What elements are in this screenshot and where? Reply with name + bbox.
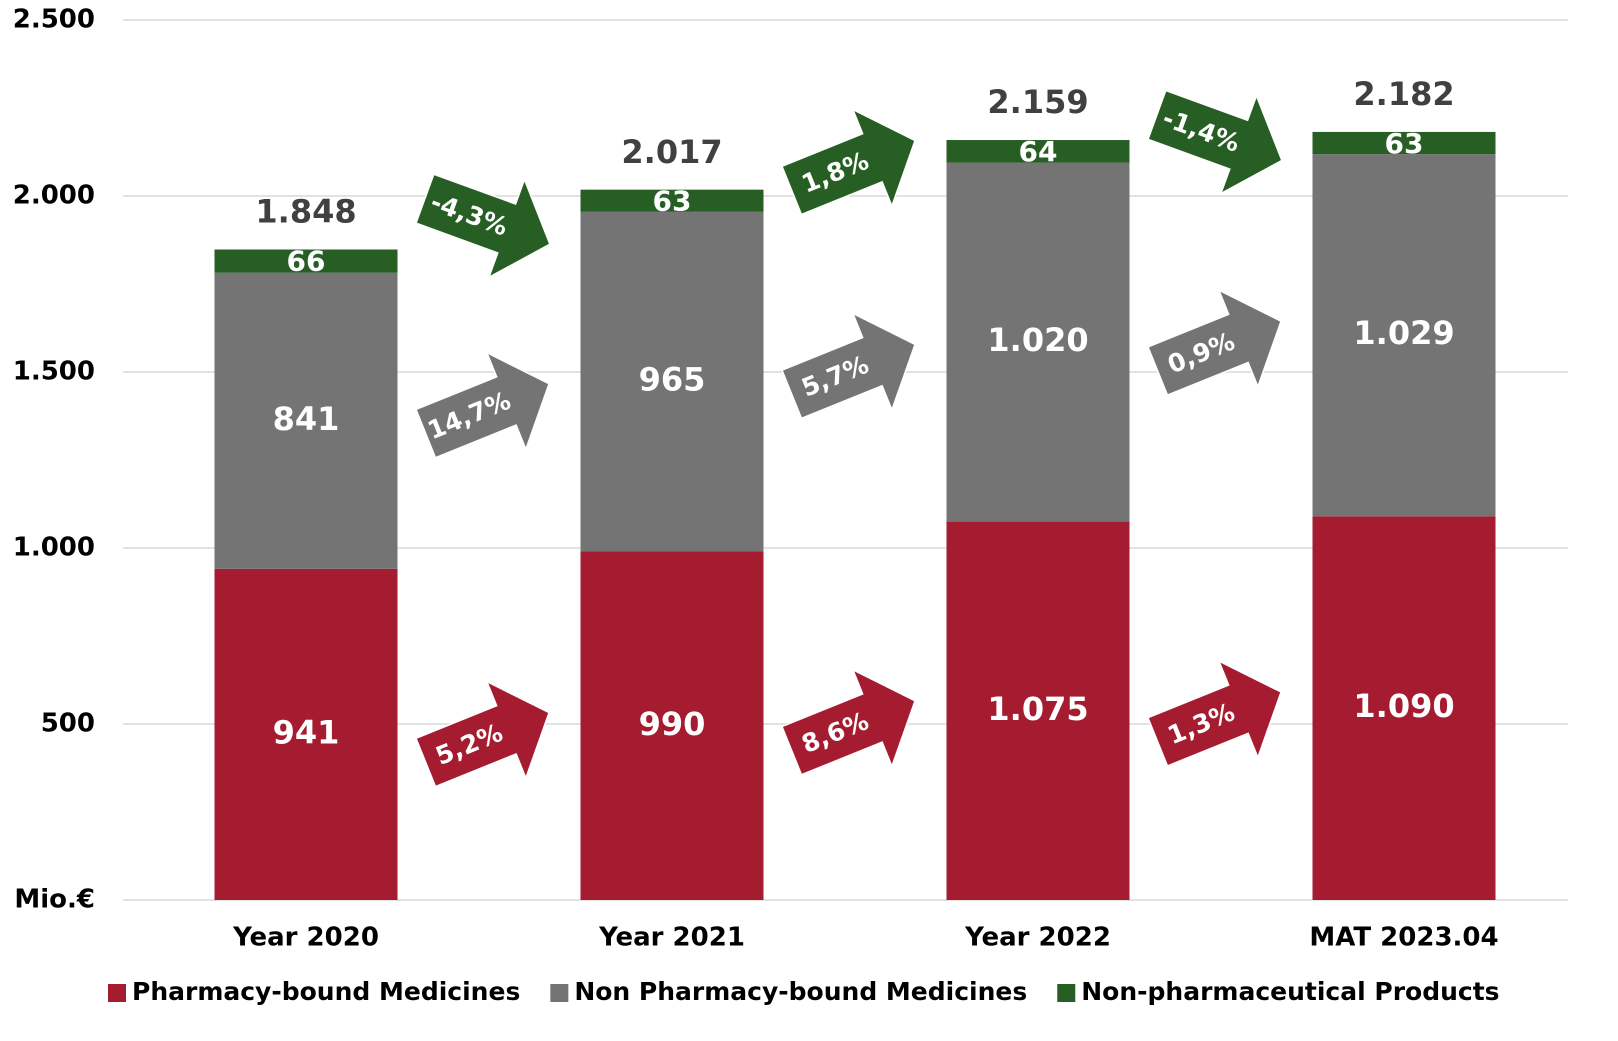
data-label: 63 (653, 185, 692, 218)
arrow-shape (781, 668, 916, 776)
bar-segment (580, 189, 764, 212)
data-label: 66 (287, 245, 326, 278)
bar-segment (580, 551, 764, 900)
arrow-shape (1147, 288, 1282, 397)
arrow-shape (781, 311, 916, 420)
x-tick-label: Year 2021 (598, 923, 745, 953)
data-label: 990 (639, 705, 706, 743)
data-label: 1.075 (987, 690, 1088, 728)
bar-segment (946, 162, 1130, 522)
bar-segment (580, 211, 764, 552)
total-label: 2.182 (1353, 75, 1454, 113)
bar-segment (1312, 131, 1496, 155)
growth-arrow: 1,8% (781, 108, 916, 216)
arrow-shape (1147, 89, 1283, 196)
total-label: 2.159 (987, 83, 1088, 121)
bar-segment (214, 568, 398, 900)
arrow-shape (415, 680, 550, 788)
y-tick-label: Mio.€ (14, 885, 95, 915)
growth-arrow: 5,7% (781, 311, 916, 420)
data-label: 841 (273, 400, 340, 438)
arrow-shape (415, 173, 551, 279)
legend-swatch (550, 984, 569, 1002)
growth-arrow: 5,2% (415, 680, 550, 788)
legend-label: Non-pharmaceutical Products (1081, 977, 1499, 1006)
legend-label: Non Pharmacy-bound Medicines (574, 977, 1027, 1006)
legend-swatch (108, 984, 126, 1002)
bar-segment (1312, 516, 1496, 900)
y-tick-label: 1.000 (13, 533, 95, 563)
legend-label: Pharmacy-bound Medicines (132, 977, 520, 1006)
bar-segment (1312, 154, 1496, 517)
total-label: 2.017 (621, 133, 722, 171)
x-tick-label: Year 2020 (232, 923, 379, 953)
growth-arrow: 14,7% (415, 351, 550, 459)
y-tick-label: 2.000 (13, 181, 95, 211)
growth-arrow: 0,9% (1147, 288, 1282, 397)
data-label: 1.029 (1353, 314, 1454, 352)
bar-segment (946, 521, 1130, 900)
data-label: 1.090 (1353, 687, 1454, 725)
data-label: 1.020 (987, 321, 1088, 359)
x-tick-label: MAT 2023.04 (1309, 923, 1498, 953)
growth-arrow: -4,3% (415, 173, 551, 279)
growth-arrow: 8,6% (781, 668, 916, 776)
y-tick-label: 2.500 (13, 5, 95, 35)
bar-segment (214, 272, 398, 569)
growth-arrow: -1,4% (1147, 89, 1283, 196)
legend-swatch (1057, 984, 1076, 1002)
total-label: 1.848 (255, 193, 356, 231)
data-label: 965 (639, 361, 706, 399)
arrow-shape (415, 351, 550, 459)
data-label: 63 (1385, 127, 1424, 160)
y-tick-label: 1.500 (13, 357, 95, 387)
growth-arrow: 1,3% (1147, 659, 1282, 767)
y-tick-label: 500 (41, 709, 95, 739)
data-label: 941 (273, 713, 340, 751)
x-tick-label: Year 2022 (964, 923, 1111, 953)
arrow-shape (1147, 659, 1282, 767)
bar-segment (946, 140, 1130, 163)
bar-segment (214, 249, 398, 273)
data-label: 64 (1019, 135, 1058, 168)
arrow-shape (781, 108, 916, 216)
